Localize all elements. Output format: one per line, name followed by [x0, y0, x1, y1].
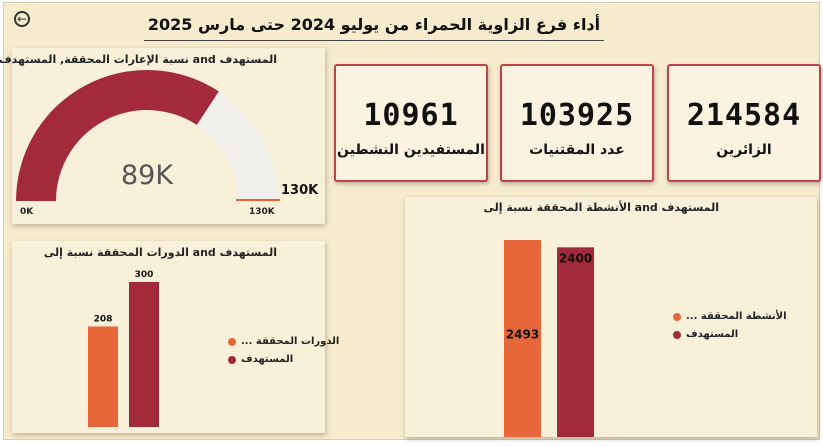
gauge-value: 89K	[121, 160, 174, 191]
kpi-value: 10961	[363, 98, 459, 133]
gauge-max-label: 130K	[249, 207, 276, 217]
legend-dot-icon	[228, 355, 236, 364]
legend-label: ... الدورات المحققة	[241, 336, 340, 347]
legend-item-target[interactable]: المستهدف	[228, 354, 339, 365]
courses-legend: ... الدورات المحققة المستهدف	[228, 336, 339, 372]
activities-bar-chart: 2493 2400	[504, 240, 594, 437]
bar-target[interactable]	[557, 247, 594, 437]
legend-dot-icon	[228, 337, 236, 346]
courses-bar-chart: 208 300	[88, 270, 159, 427]
gauge-title: المستهدف and نسبة الإعارات المحققة, المس…	[0, 53, 277, 66]
gauge-target-label: 130K	[281, 183, 319, 198]
activities-chart-card[interactable]: المستهدف and الأنشطة المحققة نسبة إلى 24…	[405, 197, 817, 437]
legend-label: المستهدف	[241, 354, 294, 365]
activities-legend: ... الأنشطة المحققة المستهدف	[673, 311, 787, 347]
legend-label: ... الأنشطة المحققة	[686, 311, 787, 322]
legend-dot-icon	[673, 330, 681, 339]
bar-target[interactable]	[129, 282, 159, 427]
gauge-card[interactable]: المستهدف and نسبة الإعارات المحققة, المس…	[0, 48, 325, 224]
gauge-fill	[16, 70, 219, 201]
kpi-card-active-beneficiaries[interactable]: 10961 المستفيدين النشطين	[334, 64, 488, 182]
bar-achieved[interactable]	[504, 240, 541, 437]
dashboard-canvas: ← أداء فرع الزاوية الحمراء من يوليو 2024…	[0, 2, 821, 440]
legend-item-target[interactable]: المستهدف	[673, 329, 787, 340]
gauge-svg: 89K 0K 130K 130K	[16, 70, 319, 217]
kpi-label: عدد المقتنيات	[529, 142, 625, 158]
gauge-min-label: 0K	[20, 207, 34, 217]
data-label-achieved: 208	[94, 314, 113, 324]
legend-label: المستهدف	[686, 329, 739, 340]
courses-chart-title: المستهدف and الدورات المحققة نسبة إلى	[43, 246, 277, 259]
data-label-target: 300	[135, 270, 154, 280]
bar-achieved[interactable]	[88, 326, 118, 427]
kpi-card-visitors[interactable]: 214584 الزائرين	[667, 64, 821, 182]
page-title: أداء فرع الزاوية الحمراء من يوليو 2024 ح…	[147, 15, 601, 34]
activities-chart-title: المستهدف and الأنشطة المحققة نسبة إلى	[483, 201, 719, 214]
kpi-value: 214584	[686, 98, 802, 133]
kpi-value: 103925	[519, 98, 635, 133]
kpi-label: الزائرين	[716, 142, 772, 158]
legend-dot-icon	[673, 312, 681, 321]
title-underline	[144, 40, 604, 41]
legend-item-achieved[interactable]: ... الأنشطة المحققة	[673, 311, 787, 322]
legend-item-achieved[interactable]: ... الدورات المحققة	[228, 336, 339, 347]
data-label-achieved: 2493	[506, 328, 539, 342]
back-arrow-icon[interactable]: ←	[14, 11, 30, 27]
kpi-label: المستفيدين النشطين	[337, 142, 485, 158]
courses-chart-card[interactable]: المستهدف and الدورات المحققة نسبة إلى 20…	[12, 241, 339, 433]
kpi-card-holdings[interactable]: 103925 عدد المقتنيات	[500, 64, 654, 182]
data-label-target: 2400	[559, 251, 592, 265]
